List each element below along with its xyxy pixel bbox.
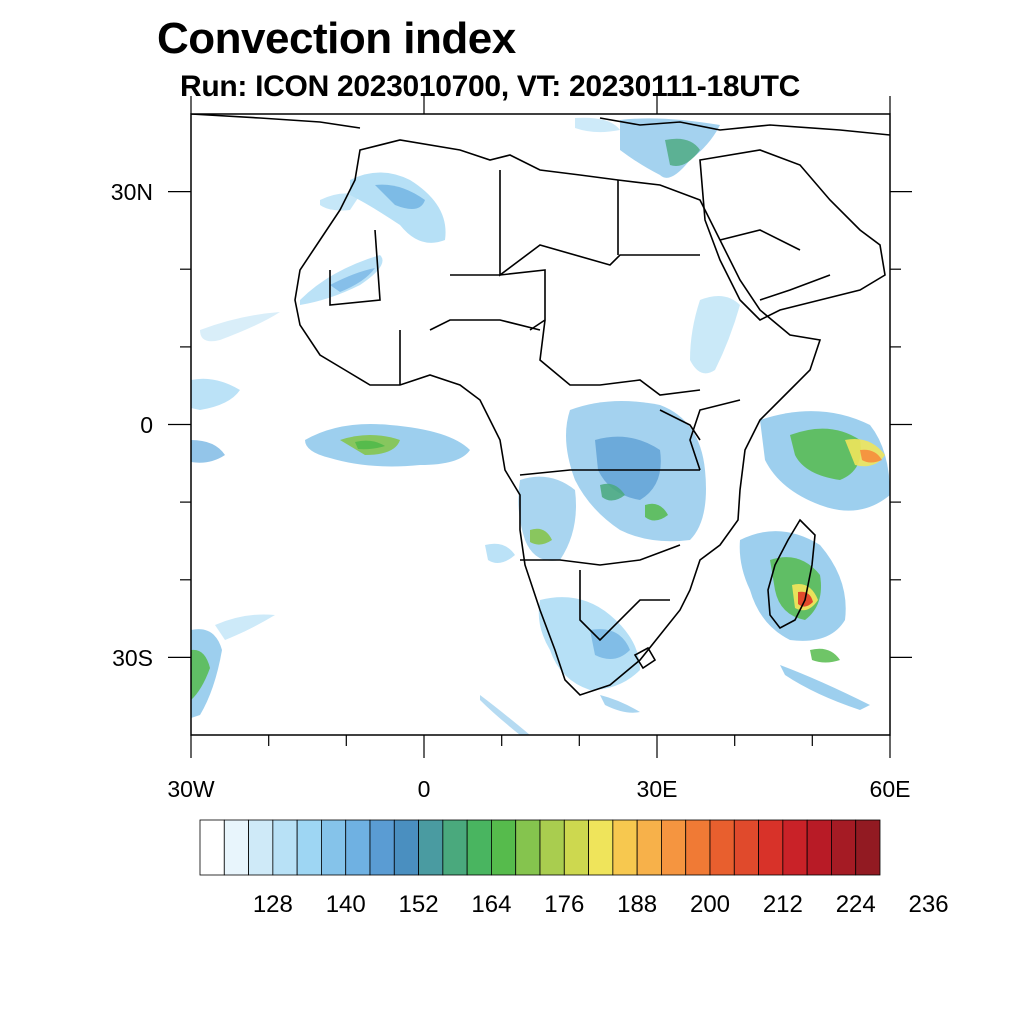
- colorbar-swatch: [515, 819, 541, 876]
- colorbar-swatch: [685, 819, 711, 876]
- colorbar-tick-label: 224: [836, 891, 876, 918]
- lat-tick-label-30n: 30N: [111, 179, 153, 205]
- colorbar-swatch: [855, 819, 881, 876]
- colorbar-swatch: [588, 819, 614, 876]
- colorbar-tick-label: 188: [617, 891, 657, 918]
- convection-field: [191, 117, 890, 735]
- colorbar-swatch: [539, 819, 565, 876]
- colorbar-tick-label: 212: [763, 891, 803, 918]
- colorbar-tick-label: 164: [471, 891, 511, 918]
- colorbar-swatch: [661, 819, 687, 876]
- lon-tick-label-30w: 30W: [167, 776, 215, 802]
- map-title: Convection index: [157, 14, 516, 63]
- colorbar-swatch: [563, 819, 589, 876]
- colorbar-swatch: [709, 819, 735, 876]
- colorbar-swatch: [199, 819, 225, 876]
- lon-tick-label-60e: 60E: [870, 776, 911, 802]
- colorbar-swatch: [296, 819, 322, 876]
- colorbar-tick-label: 200: [690, 891, 730, 918]
- lat-tick-label-0: 0: [140, 412, 153, 438]
- colorbar-tick-label: 152: [399, 891, 439, 918]
- colorbar-swatch: [758, 819, 784, 876]
- colorbar-swatch: [491, 819, 517, 876]
- colorbar-swatch: [393, 819, 419, 876]
- lon-tick-label-0: 0: [418, 776, 431, 802]
- colorbar-tick-label: 176: [544, 891, 584, 918]
- map-subtitle: Run: ICON 2023010700, VT: 20230111-18UTC: [180, 70, 801, 103]
- lat-tick-label-30s: 30S: [112, 645, 153, 671]
- colorbar-swatch: [831, 819, 857, 876]
- colorbar-swatch: [418, 819, 444, 876]
- colorbar: [199, 819, 881, 876]
- colorbar-swatch: [806, 819, 832, 876]
- colorbar-swatch: [733, 819, 759, 876]
- axis-ticks: [168, 96, 912, 758]
- colorbar-swatch: [272, 819, 298, 876]
- colorbar-swatch: [612, 819, 638, 876]
- colorbar-swatch: [466, 819, 492, 876]
- colorbar-swatch: [321, 819, 347, 876]
- colorbar-swatch: [782, 819, 808, 876]
- colorbar-swatch: [442, 819, 468, 876]
- colorbar-tick-label: 236: [909, 891, 949, 918]
- colorbar-labels: 128 140 152 164 176 188 200 212 224 236: [253, 891, 949, 918]
- colorbar-swatch: [248, 819, 274, 876]
- colorbar-swatch: [223, 819, 249, 876]
- colorbar-tick-label: 140: [326, 891, 366, 918]
- coastlines: [191, 114, 890, 696]
- colorbar-swatch: [345, 819, 371, 876]
- colorbar-swatch: [636, 819, 662, 876]
- lon-tick-label-30e: 30E: [637, 776, 678, 802]
- colorbar-swatch: [369, 819, 395, 876]
- colorbar-tick-label: 128: [253, 891, 293, 918]
